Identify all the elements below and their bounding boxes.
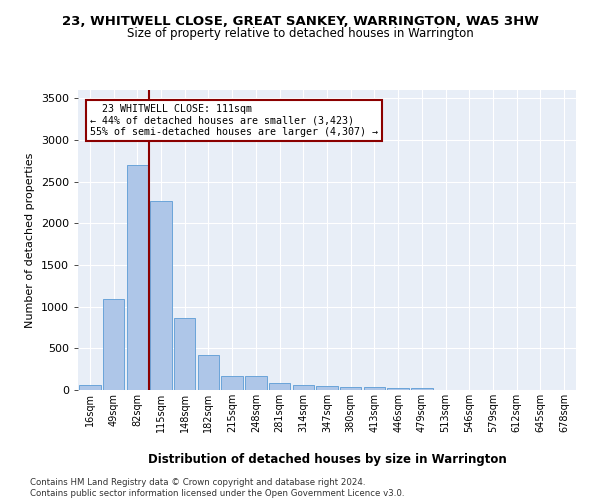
Bar: [340, 386, 361, 390]
Bar: [388, 388, 409, 390]
Bar: [198, 356, 219, 390]
Bar: [364, 387, 385, 390]
Bar: [316, 386, 338, 390]
Bar: [103, 299, 124, 390]
Text: Size of property relative to detached houses in Warrington: Size of property relative to detached ho…: [127, 28, 473, 40]
Bar: [411, 388, 433, 390]
Text: 23 WHITWELL CLOSE: 111sqm
← 44% of detached houses are smaller (3,423)
55% of se: 23 WHITWELL CLOSE: 111sqm ← 44% of detac…: [90, 104, 378, 138]
Text: 23, WHITWELL CLOSE, GREAT SANKEY, WARRINGTON, WA5 3HW: 23, WHITWELL CLOSE, GREAT SANKEY, WARRIN…: [62, 15, 538, 28]
Bar: [174, 318, 196, 390]
Bar: [151, 201, 172, 390]
Bar: [245, 376, 266, 390]
Bar: [269, 382, 290, 390]
Bar: [293, 385, 314, 390]
Bar: [221, 376, 243, 390]
Text: Contains HM Land Registry data © Crown copyright and database right 2024.
Contai: Contains HM Land Registry data © Crown c…: [30, 478, 404, 498]
Bar: [79, 386, 101, 390]
Text: Distribution of detached houses by size in Warrington: Distribution of detached houses by size …: [148, 452, 506, 466]
Bar: [127, 165, 148, 390]
Y-axis label: Number of detached properties: Number of detached properties: [25, 152, 35, 328]
